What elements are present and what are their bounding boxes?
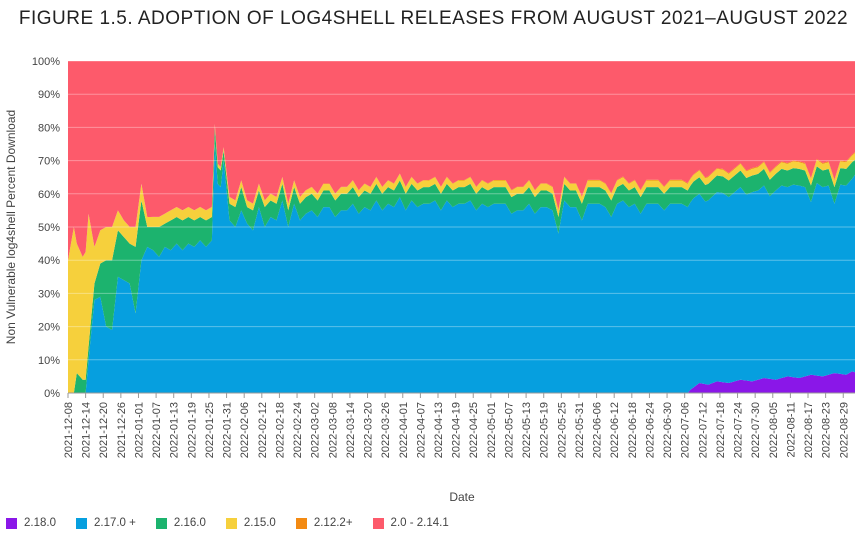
x-tick-label: 2022-05-31 [574, 402, 586, 458]
x-tick-label: 2022-01-25 [204, 402, 216, 458]
legend-swatch [295, 517, 307, 529]
x-tick-label: 2022-04-19 [451, 402, 463, 458]
y-axis-label: Non Vulnerable log4shell Percent Downloa… [4, 110, 18, 344]
x-tick-label: 2022-01-01 [133, 402, 145, 458]
legend-item[interactable]: 2.0 - 2.14.1 [372, 517, 449, 529]
legend-item[interactable]: 2.12.2+ [295, 517, 353, 529]
x-tick-label: 2022-08-23 [821, 402, 833, 458]
x-tick-label: 2022-05-19 [539, 402, 551, 458]
y-tick-label: 100% [32, 56, 60, 68]
x-tick-label: 2021-12-26 [116, 402, 128, 458]
legend-label: 2.12.2+ [313, 517, 353, 529]
x-tick-label: 2022-08-11 [785, 402, 797, 457]
legend-label: 2.0 - 2.14.1 [390, 517, 449, 529]
x-tick-label: 2022-05-01 [486, 402, 498, 458]
legend-item[interactable]: 2.15.0 [225, 517, 276, 529]
x-tick-label: 2022-04-13 [433, 402, 445, 458]
x-tick-label: 2022-08-05 [768, 402, 780, 458]
figure-title: FIGURE 1.5. ADOPTION OF LOG4SHELL RELEAS… [18, 8, 849, 29]
legend-swatch [225, 517, 237, 529]
x-tick-label: 2021-12-14 [81, 402, 93, 458]
y-tick-label: 70% [38, 156, 60, 168]
x-tick-label: 2022-03-08 [327, 402, 339, 458]
x-axis-label: Date [449, 490, 475, 504]
y-tick-label: 0% [44, 388, 60, 400]
legend-swatch [75, 517, 87, 529]
x-tick-label: 2022-08-29 [838, 402, 850, 458]
x-axis-ticks: 2021-12-08 2021-12-14 2021-12-20 2021-12-26… [63, 393, 850, 458]
y-tick-label: 20% [38, 322, 60, 334]
x-tick-label: 2022-03-20 [363, 402, 375, 458]
y-tick-label: 10% [38, 355, 60, 367]
series-area-2-0-2-14-1 [68, 61, 855, 261]
y-axis-ticks: 0% 10% 20% 30% 40% 50% 60% 70% 80% 90% 100% [32, 56, 60, 400]
y-tick-label: 30% [38, 288, 60, 300]
x-tick-label: 2022-02-12 [257, 402, 269, 458]
legend: 2.18.0 2.17.0 + 2.16.0 2.15.0 2.12.2+ 2.0 - 2… [6, 517, 469, 529]
legend-label: 2.18.0 [24, 517, 56, 529]
x-tick-label: 2021-12-08 [63, 402, 75, 458]
x-tick-label: 2022-01-19 [186, 402, 198, 458]
x-tick-label: 2022-02-24 [292, 402, 304, 458]
legend-swatch [372, 517, 384, 529]
x-tick-label: 2022-07-12 [697, 402, 709, 458]
x-tick-label: 2022-06-06 [592, 402, 604, 458]
x-tick-label: 2022-03-14 [345, 402, 357, 458]
legend-swatch [6, 517, 17, 529]
y-tick-label: 50% [38, 222, 60, 234]
y-tick-label: 90% [38, 89, 60, 101]
x-tick-label: 2022-05-25 [556, 402, 568, 458]
x-tick-label: 2022-06-12 [609, 402, 621, 458]
x-tick-label: 2022-01-07 [151, 402, 163, 458]
y-tick-label: 60% [38, 189, 60, 201]
legend-item[interactable]: 2.16.0 [155, 517, 206, 529]
x-tick-label: 2022-07-06 [680, 402, 692, 458]
legend-swatch [155, 517, 167, 529]
x-tick-label: 2022-04-07 [415, 402, 427, 458]
x-tick-label: 2022-06-30 [662, 402, 674, 458]
x-tick-label: 2022-01-13 [169, 402, 181, 458]
series-area-2-17-0- [68, 144, 855, 393]
legend-label: 2.17.0 + [93, 517, 136, 529]
legend-label: 2.16.0 [173, 517, 206, 529]
x-tick-label: 2022-07-30 [750, 402, 762, 458]
x-tick-label: 2022-06-24 [644, 402, 656, 458]
x-tick-label: 2022-02-06 [239, 402, 251, 458]
x-tick-label: 2022-05-13 [521, 402, 533, 458]
x-tick-label: 2022-04-01 [398, 402, 410, 458]
x-tick-label: 2022-07-18 [715, 402, 727, 458]
y-tick-label: 80% [38, 122, 60, 134]
series-area-2-16-0 [68, 127, 855, 394]
legend-label: 2.15.0 [243, 517, 276, 529]
area-layers [68, 61, 855, 394]
x-tick-label: 2022-08-17 [803, 402, 815, 458]
x-tick-label: 2022-02-18 [274, 402, 286, 458]
gridlines [68, 60, 855, 394]
x-tick-label: 2022-05-07 [503, 402, 515, 458]
x-tick-label: 2022-01-31 [222, 402, 234, 458]
x-tick-label: 2021-12-20 [98, 402, 110, 458]
x-tick-label: 2022-03-26 [380, 402, 392, 458]
legend-item[interactable]: 2.18.0 [6, 517, 56, 529]
x-tick-label: 2022-06-18 [627, 402, 639, 458]
x-tick-label: 2022-03-02 [310, 402, 322, 458]
series-area-2-18-0 [68, 371, 855, 393]
legend-item[interactable]: 2.17.0 + [75, 517, 136, 529]
x-tick-label: 2022-07-24 [733, 402, 745, 458]
x-tick-label: 2022-04-25 [468, 402, 480, 458]
y-tick-label: 40% [38, 255, 60, 267]
